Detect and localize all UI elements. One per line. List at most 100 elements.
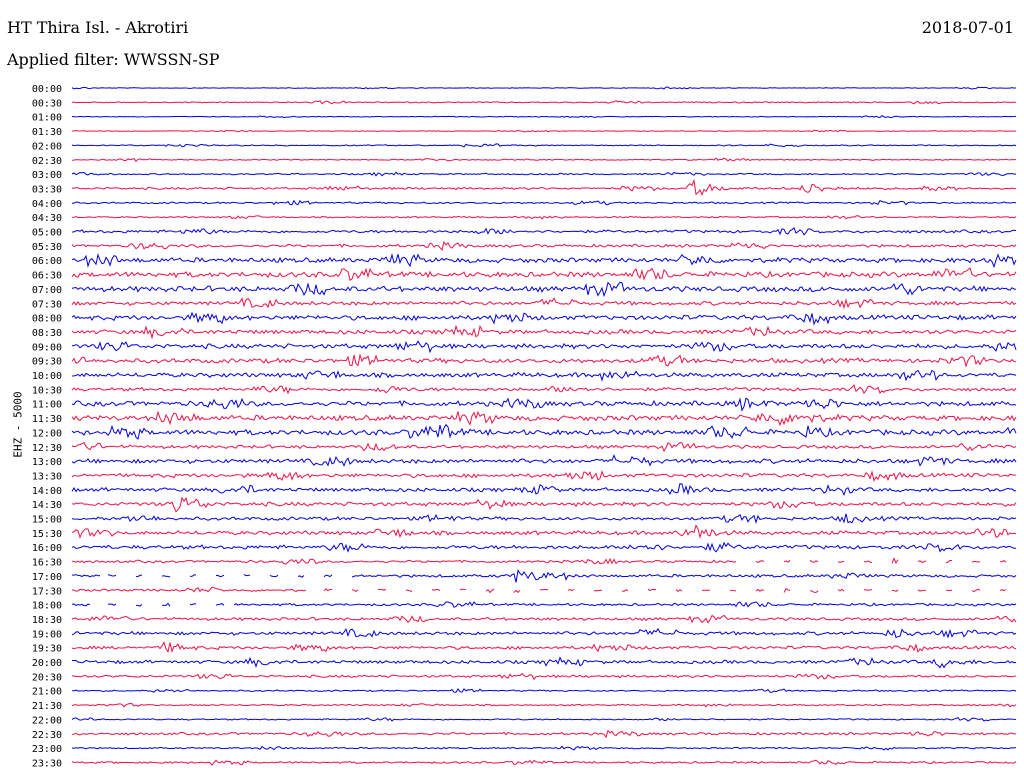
trace-1330 — [71, 470, 1017, 483]
trace-1200 — [71, 423, 1017, 440]
row-label-1230: 12:30 — [32, 443, 62, 454]
row-label-0300: 03:00 — [32, 170, 62, 181]
row-label-0930: 09:30 — [32, 357, 62, 368]
trace-1930 — [71, 641, 1017, 654]
trace-2000 — [71, 656, 1017, 669]
trace-1430 — [71, 496, 1017, 513]
row-label-1500: 15:00 — [32, 515, 62, 526]
row-label-0200: 02:00 — [32, 141, 62, 152]
trace-1300 — [71, 454, 1017, 467]
row-label-0100: 01:00 — [32, 113, 62, 124]
row-label-0130: 01:30 — [32, 127, 62, 138]
row-label-1130: 11:30 — [32, 414, 62, 425]
trace-0500 — [71, 227, 1017, 236]
row-label-1600: 16:00 — [32, 543, 62, 554]
trace-0000 — [71, 86, 1017, 90]
trace-1530 — [71, 524, 1017, 539]
trace-1000 — [71, 369, 1017, 382]
row-label-1730: 17:30 — [32, 586, 62, 597]
row-label-0600: 06:00 — [32, 256, 62, 267]
row-label-0900: 09:00 — [32, 342, 62, 353]
trace-1700 — [71, 569, 1017, 583]
trace-1600 — [71, 541, 1017, 553]
trace-1100 — [71, 397, 1017, 412]
trace-1400 — [71, 483, 1017, 497]
row-label-1100: 11:00 — [32, 400, 62, 411]
trace-0700 — [71, 281, 1017, 298]
row-label-0000: 00:00 — [32, 84, 62, 95]
row-label-2130: 21:30 — [32, 701, 62, 712]
row-label-0030: 00:30 — [32, 98, 62, 109]
row-label-0830: 08:30 — [32, 328, 62, 339]
trace-1030 — [71, 384, 1017, 395]
trace-1630 — [71, 557, 1007, 565]
row-label-0730: 07:30 — [32, 299, 62, 310]
trace-2300 — [72, 745, 1017, 751]
trace-2230 — [71, 729, 1017, 739]
row-label-1700: 17:00 — [32, 572, 62, 583]
row-label-0400: 04:00 — [32, 199, 62, 210]
row-label-1330: 13:30 — [32, 471, 62, 482]
row-label-0630: 06:30 — [32, 271, 62, 282]
row-label-1630: 16:30 — [32, 558, 62, 569]
row-label-0500: 05:00 — [32, 228, 62, 239]
date-label: 2018-07-01 — [921, 18, 1014, 37]
trace-0230 — [71, 157, 1017, 163]
trace-2100 — [71, 688, 1017, 693]
trace-0730 — [71, 297, 1017, 310]
row-label-2000: 20:00 — [32, 658, 62, 669]
trace-0830 — [71, 324, 1017, 340]
trace-0200 — [71, 143, 1017, 148]
row-label-2100: 21:00 — [32, 687, 62, 698]
row-label-1900: 19:00 — [32, 629, 62, 640]
row-label-0700: 07:00 — [32, 285, 62, 296]
trace-0300 — [71, 171, 1017, 177]
trace-1500 — [71, 513, 1017, 524]
row-label-1030: 10:30 — [32, 385, 62, 396]
trace-2200 — [71, 716, 1017, 722]
filter-label: Applied filter: WWSSN-SP — [7, 50, 220, 69]
trace-0530 — [71, 240, 1017, 252]
row-label-2200: 22:00 — [32, 715, 62, 726]
trace-0030 — [71, 100, 1017, 105]
trace-1900 — [71, 627, 1017, 639]
row-label-2030: 20:30 — [32, 672, 62, 683]
trace-0600 — [71, 253, 1017, 269]
row-label-1400: 14:00 — [32, 486, 62, 497]
row-label-2330: 23:30 — [32, 758, 62, 769]
row-label-1930: 19:30 — [32, 644, 62, 655]
row-label-0430: 04:30 — [32, 213, 62, 224]
trace-1830 — [71, 614, 1017, 624]
trace-0100 — [71, 115, 1017, 119]
station-title: HT Thira Isl. - Akrotiri — [7, 18, 189, 37]
row-label-1430: 14:30 — [32, 500, 62, 511]
row-label-0230: 02:30 — [32, 156, 62, 167]
trace-0800 — [71, 311, 1017, 326]
trace-2130 — [71, 703, 1017, 708]
row-label-0330: 03:30 — [32, 184, 62, 195]
trace-1230 — [71, 441, 1017, 453]
trace-1800 — [71, 601, 1017, 608]
trace-0900 — [71, 340, 1017, 354]
trace-0630 — [71, 267, 1017, 281]
row-label-1830: 18:30 — [32, 615, 62, 626]
trace-2030 — [71, 672, 1017, 681]
trace-1730 — [71, 586, 1007, 594]
row-label-2300: 23:00 — [32, 744, 62, 755]
trace-0330 — [71, 178, 1017, 197]
row-label-1000: 10:00 — [32, 371, 62, 382]
trace-0400 — [71, 199, 1017, 206]
trace-0430 — [71, 215, 1017, 220]
row-label-0530: 05:30 — [32, 242, 62, 253]
trace-1130 — [71, 410, 1017, 427]
row-label-0800: 08:00 — [32, 314, 62, 325]
row-label-1200: 12:00 — [32, 428, 62, 439]
trace-2330 — [71, 759, 1017, 766]
row-label-2230: 22:30 — [32, 730, 62, 741]
row-label-1300: 13:00 — [32, 457, 62, 468]
row-label-1530: 15:30 — [32, 529, 62, 540]
trace-0930 — [71, 353, 1017, 368]
row-label-1800: 18:00 — [32, 601, 62, 612]
trace-0130 — [71, 129, 1017, 133]
